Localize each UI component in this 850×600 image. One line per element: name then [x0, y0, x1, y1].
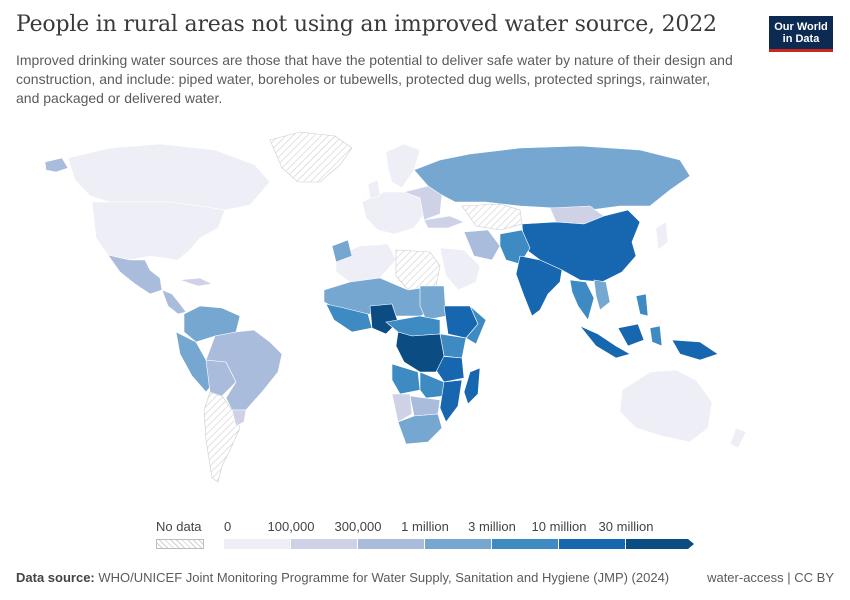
- legend-tick-label: 10 million: [531, 519, 587, 534]
- region-brazil[interactable]: [205, 329, 283, 411]
- region-nigeria[interactable]: [369, 303, 399, 335]
- data-source-label: Data source:: [16, 570, 95, 585]
- legend-tick-label: 300,000: [334, 519, 382, 534]
- legend-no-data-swatch[interactable]: [156, 539, 204, 549]
- legend-tick-label: 30 million: [598, 519, 654, 534]
- region-western-europe[interactable]: [361, 191, 425, 235]
- region-philippines[interactable]: [635, 293, 649, 317]
- legend-bin-1[interactable]: [291, 539, 358, 549]
- region-uk[interactable]: [367, 179, 381, 199]
- legend-bin-0[interactable]: [224, 539, 291, 549]
- legend-bin-5[interactable]: [559, 539, 626, 549]
- legend-bin-4[interactable]: [492, 539, 559, 549]
- region-somalia[interactable]: [465, 305, 487, 345]
- owid-logo[interactable]: Our World in Data: [769, 16, 833, 52]
- region-mexico[interactable]: [107, 254, 163, 295]
- legend-bin-2[interactable]: [358, 539, 425, 549]
- region-new-zealand[interactable]: [729, 427, 747, 449]
- region-russia[interactable]: [413, 145, 691, 211]
- region-drc[interactable]: [395, 331, 445, 373]
- legend-no-data-label: No data: [156, 519, 202, 534]
- legend-tick-label: 1 million: [401, 519, 449, 534]
- region-iran[interactable]: [463, 229, 501, 261]
- legend-tick-label: 0: [224, 519, 232, 534]
- region-indonesia-west[interactable]: [579, 325, 631, 359]
- map-legend: No data 0 100,000 300,000 1 million 3 millio…: [0, 515, 850, 555]
- legend-tick-label: 3 million: [468, 519, 516, 534]
- region-south-africa[interactable]: [397, 413, 443, 445]
- region-usa[interactable]: [91, 201, 226, 261]
- region-japan[interactable]: [655, 221, 669, 251]
- logo-line-1: Our World: [774, 21, 828, 33]
- chart-title: People in rural areas not using an impro…: [16, 12, 717, 37]
- legend-tick-label: 100,000: [267, 519, 315, 534]
- region-botswana-zimbabwe[interactable]: [409, 395, 441, 417]
- data-source-text[interactable]: WHO/UNICEF Joint Monitoring Programme fo…: [98, 570, 670, 585]
- logo-line-2: in Data: [782, 33, 820, 45]
- region-caribbean[interactable]: [179, 277, 213, 287]
- region-kazakhstan[interactable]: [461, 203, 523, 231]
- region-canada[interactable]: [67, 143, 271, 211]
- region-borneo[interactable]: [617, 323, 645, 347]
- region-paraguay-uruguay[interactable]: [231, 409, 247, 427]
- region-namibia[interactable]: [391, 393, 413, 423]
- legend-bin-3[interactable]: [425, 539, 492, 549]
- region-sudan[interactable]: [419, 285, 447, 321]
- world-map[interactable]: [0, 110, 850, 510]
- region-myanmar-thailand[interactable]: [569, 279, 595, 321]
- license-text[interactable]: water-access | CC BY: [707, 570, 834, 585]
- region-west-africa-coast[interactable]: [325, 303, 373, 333]
- chart-subtitle: Improved drinking water sources are thos…: [16, 52, 733, 106]
- legend-arrow: [626, 539, 694, 549]
- region-new-guinea[interactable]: [671, 339, 719, 361]
- region-vietnam-laos[interactable]: [593, 279, 611, 311]
- region-madagascar[interactable]: [463, 367, 481, 405]
- region-libya-egypt[interactable]: [395, 249, 441, 291]
- region-australia[interactable]: [619, 369, 713, 443]
- region-alaska[interactable]: [44, 157, 69, 173]
- region-argentina-chile[interactable]: [203, 391, 241, 483]
- region-greenland[interactable]: [269, 131, 353, 183]
- region-sulawesi[interactable]: [649, 325, 663, 347]
- region-zambia-malawi[interactable]: [419, 371, 445, 399]
- region-mozambique[interactable]: [439, 379, 463, 423]
- region-angola[interactable]: [391, 363, 421, 395]
- region-central-america[interactable]: [161, 289, 187, 315]
- region-arabia[interactable]: [439, 247, 481, 291]
- region-turkey[interactable]: [423, 215, 465, 229]
- data-source: Data source: WHO/UNICEF Joint Monitoring…: [16, 570, 669, 585]
- region-scandinavia[interactable]: [385, 143, 421, 189]
- region-morocco[interactable]: [331, 239, 353, 263]
- region-india[interactable]: [515, 255, 563, 317]
